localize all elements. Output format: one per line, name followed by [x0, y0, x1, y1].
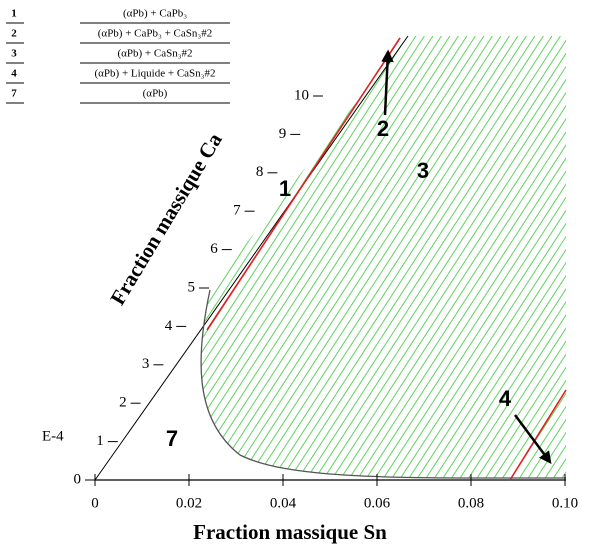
- arrow: [513, 414, 552, 465]
- tie-line: [559, 36, 566, 479]
- tie-line: [431, 36, 566, 479]
- tie-line: [499, 36, 566, 479]
- tie-line: [201, 36, 417, 479]
- tie-line: [491, 36, 566, 479]
- legend-text: (αPb) + CaSn₃#2: [117, 48, 192, 60]
- legend-number: 1: [11, 8, 17, 20]
- arrow: [381, 49, 394, 116]
- tie-line: [219, 36, 510, 479]
- tie-line: [270, 36, 561, 479]
- tie-line: [474, 36, 566, 479]
- tie-line: [287, 36, 566, 479]
- tie-line: [355, 36, 566, 479]
- tie-line: [201, 36, 485, 479]
- region-label: 1: [279, 176, 291, 201]
- tie-line: [406, 36, 566, 479]
- y-tick-label: 4: [165, 318, 173, 334]
- tie-line: [201, 36, 476, 479]
- tie-line: [448, 36, 566, 479]
- legend-number: 2: [11, 28, 17, 40]
- legend: 1 (αPb) + CaPb₃ 2 (αPb) + CaPb₃ + CaSn₃#2 3 (…: [6, 8, 230, 104]
- tie-line: [516, 36, 566, 479]
- tie-line: [346, 36, 566, 479]
- x-tick-label: 0.02: [176, 495, 202, 511]
- tie-line: [372, 36, 566, 479]
- phase-boundary-red: [206, 37, 401, 331]
- tie-line: [568, 36, 594, 482]
- y-tick-label: 7: [233, 203, 241, 219]
- tie-line: [550, 36, 566, 479]
- legend-text: (αPb) + CaPb₃: [123, 8, 187, 20]
- tie-line: [201, 36, 468, 479]
- region-label: 4: [499, 386, 512, 411]
- legend-text: (αPb): [143, 88, 168, 100]
- tie-line: [329, 36, 566, 479]
- tie-line: [304, 36, 566, 479]
- tie-line: [321, 36, 566, 479]
- y-tick-label: 10: [294, 87, 309, 103]
- ca-axis: [94, 35, 409, 481]
- tie-line: [227, 36, 519, 479]
- tie-line: [202, 36, 493, 479]
- tie-line: [236, 36, 527, 479]
- tie-line: [201, 36, 442, 479]
- tie-line: [414, 36, 566, 479]
- x-tick-label: 0: [91, 495, 99, 511]
- tie-line: [201, 36, 408, 479]
- tie-line: [440, 36, 566, 479]
- x-tick-label: 0.08: [458, 495, 484, 511]
- legend-text: (αPb) + CaPb₃ + CaSn₃#2: [98, 28, 212, 40]
- region-label: 3: [417, 158, 429, 183]
- y-tick-label: 3: [142, 356, 150, 372]
- x-tick-label: 0.10: [552, 495, 578, 511]
- legend-text: (αPb) + Liquide + CaSn₃#2: [95, 68, 216, 80]
- region-label: 7: [166, 426, 178, 451]
- legend-number: 7: [11, 88, 17, 100]
- tie-line: [389, 36, 566, 479]
- tie-line: [363, 36, 566, 479]
- y-axis-unit: E-4: [42, 428, 64, 444]
- tie-line: [508, 36, 566, 479]
- tie-line: [465, 36, 566, 479]
- y-tick-label: 0: [74, 471, 82, 487]
- y-axis-title: Fraction massique Ca: [105, 128, 227, 309]
- tie-line: [338, 36, 566, 479]
- tie-line: [201, 36, 459, 479]
- phase-boundary-red: [509, 389, 567, 481]
- tie-line: [423, 36, 566, 479]
- y-tick-label: 9: [279, 126, 287, 142]
- x-axis-title: Fraction massique Sn: [193, 520, 387, 544]
- tie-line: [482, 36, 566, 479]
- x-tick-label: 0.04: [270, 495, 297, 511]
- y-tick-label: 2: [119, 395, 127, 411]
- y-tick-label: 8: [256, 164, 264, 180]
- legend-number: 3: [11, 48, 17, 60]
- tie-line: [244, 36, 536, 479]
- y-tick-label: 5: [188, 279, 196, 295]
- tie-line: [210, 36, 502, 479]
- tie-line: [312, 36, 566, 479]
- tie-line: [278, 36, 566, 479]
- tie-line: [295, 36, 566, 479]
- tie-line: [201, 36, 451, 479]
- phase-boundary: [200, 289, 567, 479]
- tie-line: [261, 36, 553, 479]
- region-label: 2: [377, 116, 389, 141]
- tie-line: [253, 36, 544, 479]
- tie-line: [201, 36, 425, 479]
- y-tick-label: 6: [210, 241, 218, 257]
- tie-line: [397, 36, 566, 479]
- tie-line: [380, 36, 566, 479]
- legend-number: 4: [11, 68, 17, 80]
- x-tick-label: 0.06: [364, 495, 391, 511]
- y-tick-label: 1: [96, 433, 104, 449]
- tie-line: [457, 36, 566, 479]
